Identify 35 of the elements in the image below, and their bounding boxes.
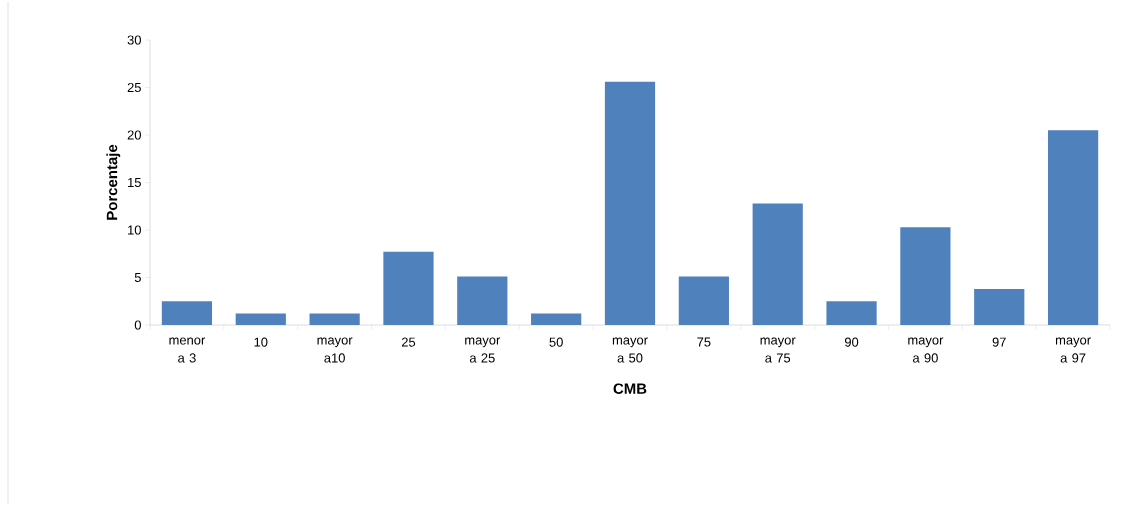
- x-tick-label: mayor a 50: [612, 337, 648, 363]
- bar: [604, 81, 656, 325]
- x-tick-label: 97: [992, 337, 1006, 347]
- bar: [531, 313, 582, 325]
- bar: [235, 313, 286, 325]
- bar: [1047, 130, 1099, 325]
- x-tick-label: menor a 3: [169, 337, 206, 363]
- bar: [457, 276, 508, 325]
- bar: [974, 288, 1025, 325]
- y-tick-label: 10: [128, 225, 141, 235]
- x-tick-label: mayor a 75: [760, 337, 796, 363]
- x-tick-label: mayor a 97: [1055, 337, 1091, 363]
- bar: [900, 227, 951, 325]
- x-tick-label: mayor a 90: [908, 337, 944, 363]
- bar: [678, 276, 729, 325]
- bar: [826, 301, 877, 325]
- y-tick-label: 15: [128, 177, 141, 188]
- x-tick-label: 75: [697, 337, 711, 347]
- x-tick-label: mayor a10: [317, 337, 353, 363]
- x-tick-label: mayor a 25: [465, 337, 501, 363]
- x-tick-label: 90: [844, 337, 859, 347]
- y-tick-label: 20: [127, 130, 141, 140]
- x-tick-label: 25: [401, 337, 416, 347]
- bar: [161, 301, 213, 325]
- x-tick-label: 10: [254, 337, 268, 347]
- y-tick-label: 30: [127, 35, 141, 45]
- bar: [383, 251, 434, 325]
- y-tick-label: 5: [134, 272, 141, 283]
- x-tick-label: 50: [549, 337, 563, 347]
- bar: [309, 313, 360, 325]
- x-axis-title: CMB: [613, 383, 647, 394]
- y-axis-title: Porcentaje: [106, 144, 121, 220]
- bar: [752, 203, 803, 325]
- y-tick-label: 25: [127, 82, 141, 93]
- y-tick-label: 0: [134, 320, 141, 330]
